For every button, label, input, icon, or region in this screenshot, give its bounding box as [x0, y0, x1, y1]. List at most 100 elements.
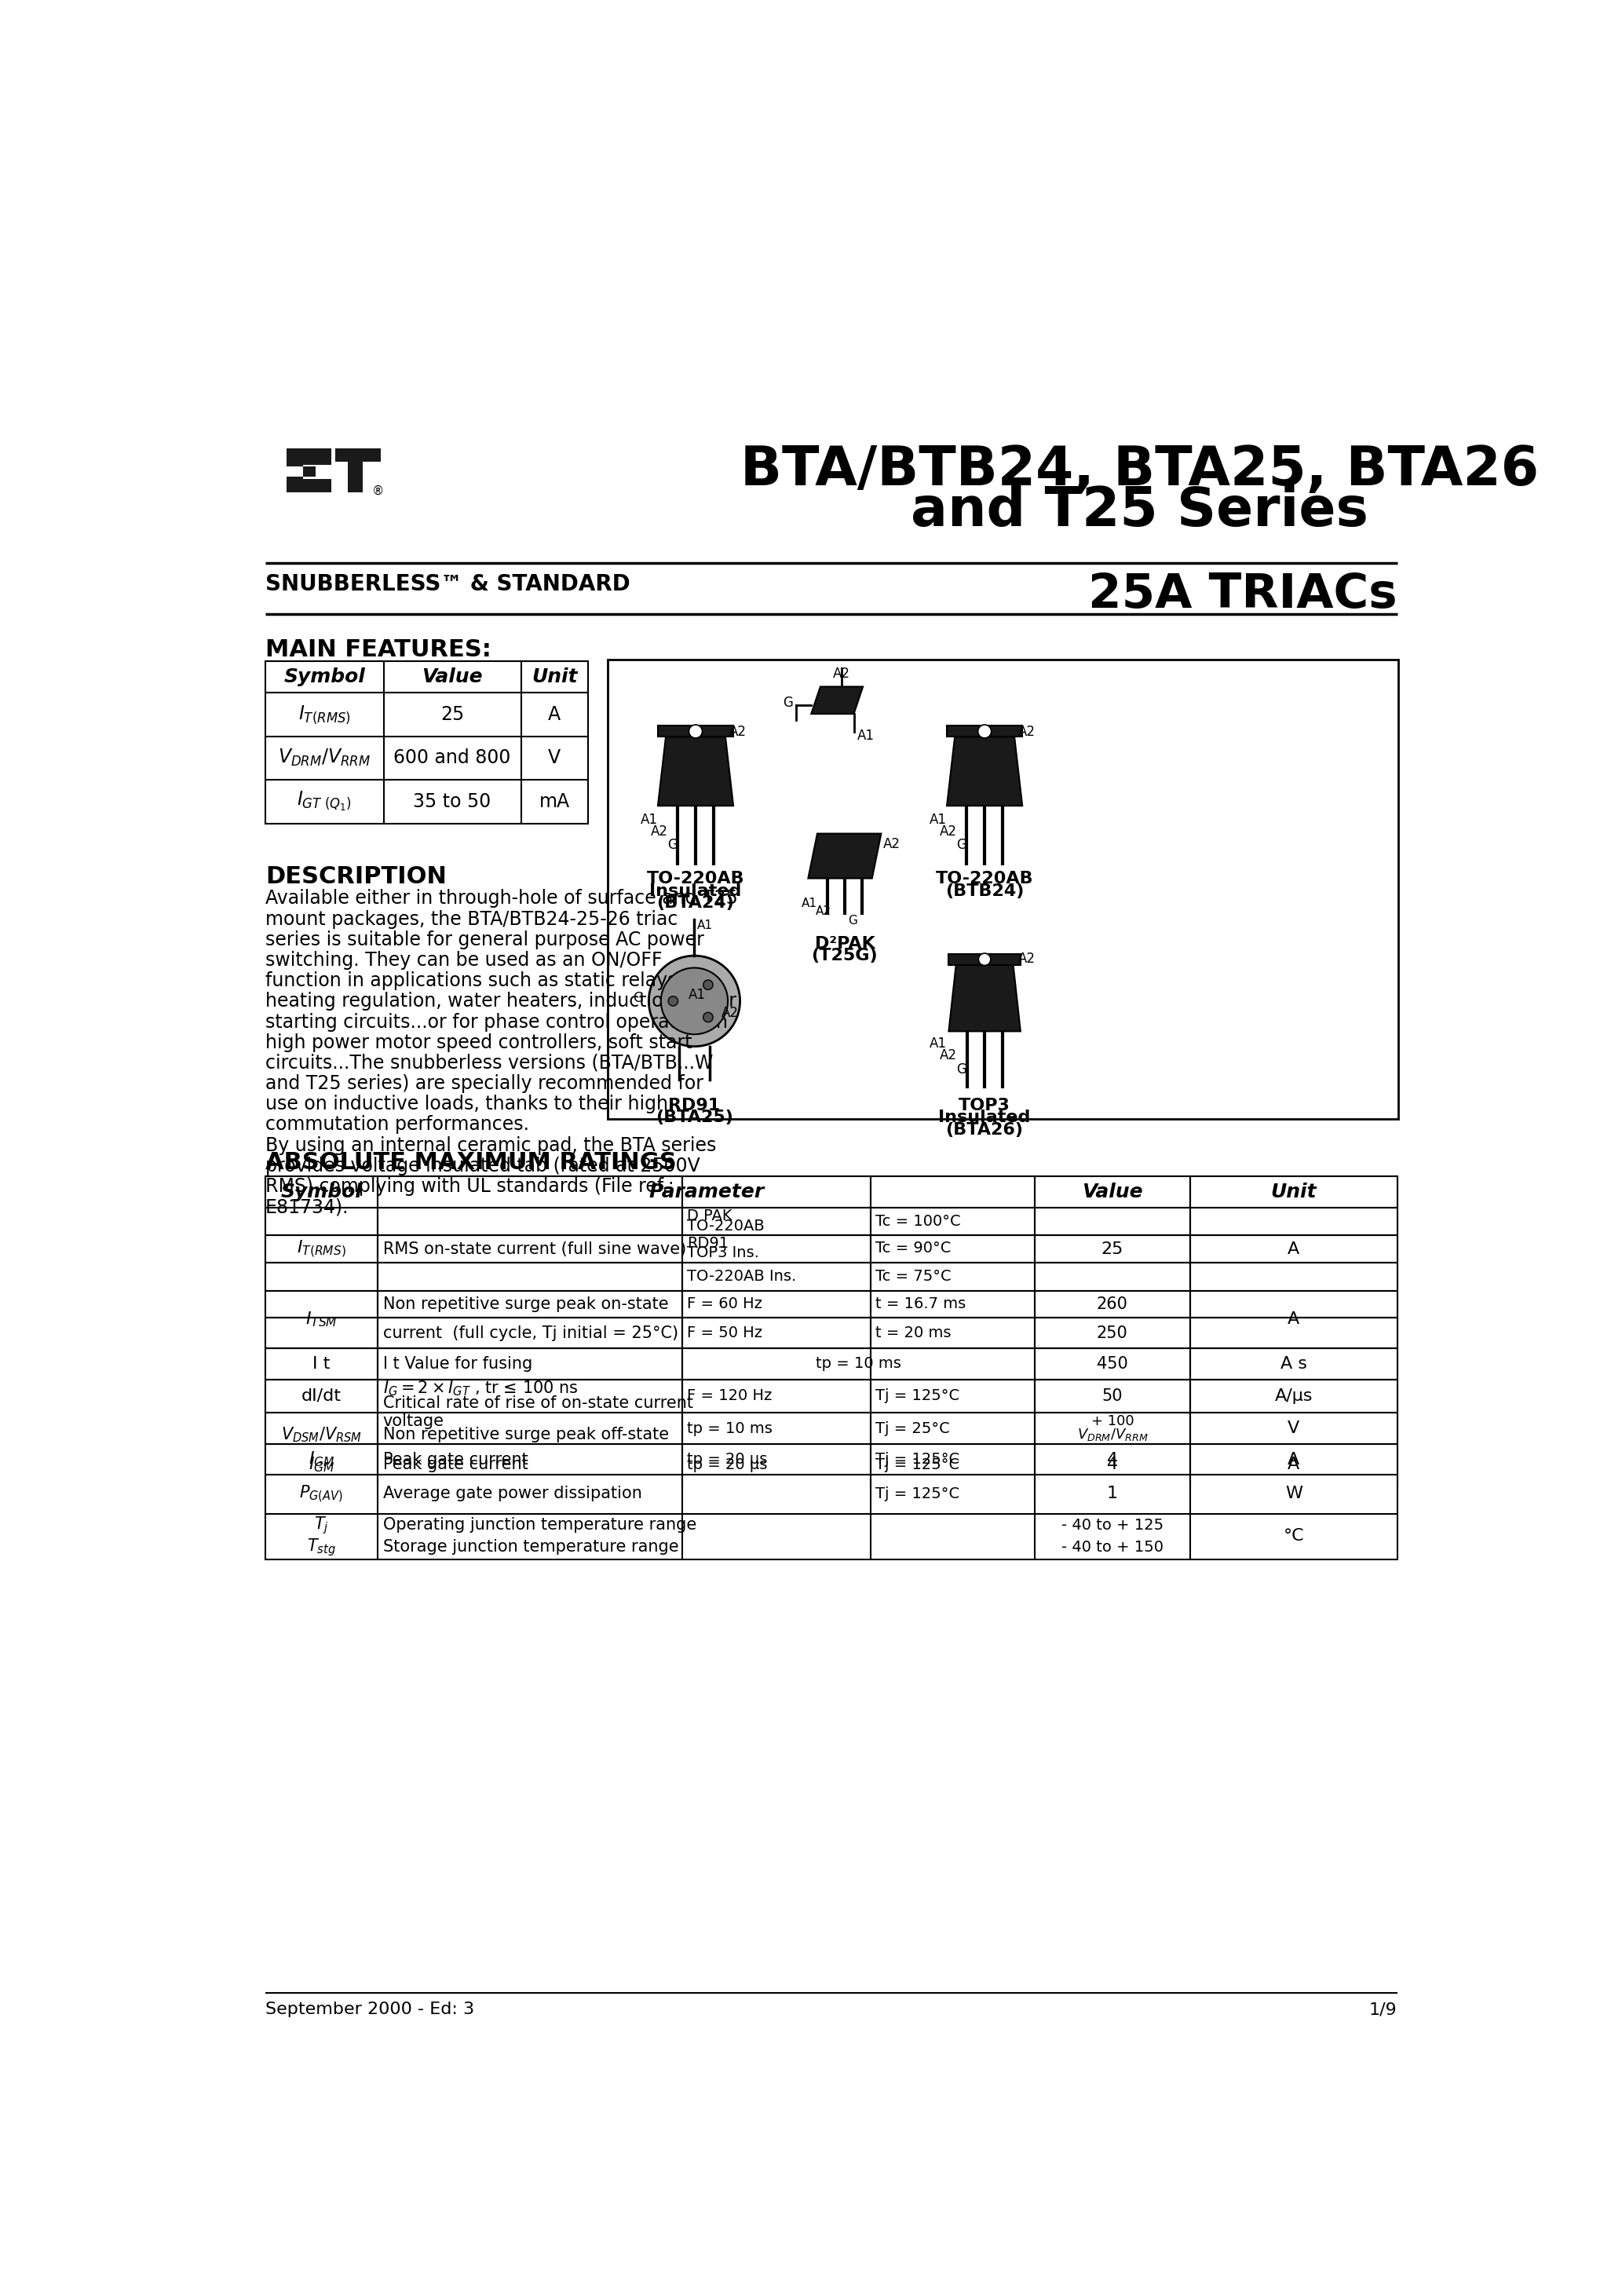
Text: Available either in through-hole of surface and T25: Available either in through-hole of surf…	[266, 889, 738, 907]
Text: 25: 25	[440, 705, 464, 723]
Text: 600 and 800: 600 and 800	[394, 748, 511, 767]
Text: D²PAK: D²PAK	[814, 937, 874, 951]
Text: Average gate power dissipation: Average gate power dissipation	[383, 1486, 642, 1502]
Text: F = 120 Hz: F = 120 Hz	[688, 1389, 772, 1403]
Text: V: V	[548, 748, 561, 767]
Text: I t Value for fusing: I t Value for fusing	[383, 1357, 532, 1371]
Text: starting circuits...or for phase control operation in: starting circuits...or for phase control…	[266, 1013, 728, 1031]
Text: Tc = 100°C: Tc = 100°C	[876, 1215, 960, 1228]
Text: Tj = 125°C: Tj = 125°C	[876, 1389, 960, 1403]
Circle shape	[704, 1013, 714, 1022]
Polygon shape	[811, 687, 863, 714]
Bar	[266, 1176, 1397, 1486]
Text: A: A	[1288, 1451, 1299, 1467]
Text: 25: 25	[1101, 1242, 1124, 1256]
Text: A2: A2	[1019, 726, 1035, 739]
Text: $I_{GM}$: $I_{GM}$	[308, 1456, 334, 1474]
Text: DESCRIPTION: DESCRIPTION	[266, 866, 446, 889]
Text: SNUBBERLESS™ & STANDARD: SNUBBERLESS™ & STANDARD	[266, 574, 631, 595]
Text: A1: A1	[697, 921, 714, 932]
Text: voltage: voltage	[383, 1414, 444, 1428]
Text: A: A	[1288, 1311, 1299, 1327]
Text: I t: I t	[313, 1357, 331, 1371]
Text: (BTA24): (BTA24)	[657, 895, 735, 912]
Text: A2: A2	[816, 905, 832, 918]
Text: $I_{GT\ (Q_1)}$: $I_{GT\ (Q_1)}$	[297, 790, 352, 813]
Text: 4: 4	[1106, 1451, 1118, 1467]
Text: Non repetitive surge peak on-state: Non repetitive surge peak on-state	[383, 1297, 668, 1311]
Text: Unit: Unit	[532, 668, 577, 687]
Text: 50: 50	[1101, 1389, 1122, 1403]
Text: $T_{stg}$: $T_{stg}$	[307, 1536, 336, 1557]
Text: A2: A2	[941, 824, 957, 838]
Text: tp = 10 ms: tp = 10 ms	[816, 1357, 902, 1371]
Text: (BTA25): (BTA25)	[655, 1109, 733, 1125]
Text: provides voltage insulated tab (rated at 2500V: provides voltage insulated tab (rated at…	[266, 1157, 701, 1176]
Text: G: G	[957, 838, 967, 852]
Text: Peak gate current: Peak gate current	[383, 1458, 527, 1472]
Bar	[266, 1176, 1397, 1559]
Text: dI/dt: dI/dt	[302, 1389, 341, 1403]
Text: $I_{TSM}$: $I_{TSM}$	[305, 1309, 337, 1329]
Text: function in applications such as static relays,: function in applications such as static …	[266, 971, 683, 990]
Polygon shape	[659, 737, 733, 806]
Text: TO-220AB: TO-220AB	[647, 870, 744, 886]
Text: A1: A1	[801, 898, 817, 909]
Circle shape	[689, 726, 702, 737]
Text: Tj = 125°C: Tj = 125°C	[876, 1486, 960, 1502]
Text: Value: Value	[422, 668, 483, 687]
Text: RD91: RD91	[668, 1097, 720, 1114]
Text: A2: A2	[882, 836, 900, 852]
Text: Insulated: Insulated	[649, 884, 741, 898]
Text: W: W	[1285, 1486, 1302, 1502]
Text: $P_{G(AV)}$: $P_{G(AV)}$	[300, 1483, 344, 1504]
Polygon shape	[659, 726, 733, 737]
Text: $I_{T(RMS)}$: $I_{T(RMS)}$	[298, 703, 350, 726]
Text: - 40 to + 125: - 40 to + 125	[1061, 1518, 1163, 1534]
Text: TOP3 Ins.: TOP3 Ins.	[688, 1247, 759, 1261]
Polygon shape	[287, 448, 331, 491]
Text: A1: A1	[641, 813, 659, 827]
Text: Operating junction temperature range: Operating junction temperature range	[383, 1518, 696, 1534]
Text: $V_{DSM}/V_{RSM}$: $V_{DSM}/V_{RSM}$	[281, 1426, 362, 1444]
Text: G: G	[633, 992, 642, 1006]
Text: t = 20 ms: t = 20 ms	[876, 1325, 952, 1341]
Text: $I_{GM}$: $I_{GM}$	[308, 1451, 334, 1469]
Text: A/μs: A/μs	[1275, 1389, 1312, 1403]
Text: Tc = 75°C: Tc = 75°C	[876, 1270, 952, 1283]
Text: 35 to 50: 35 to 50	[414, 792, 491, 810]
Text: mA: mA	[539, 792, 569, 810]
Circle shape	[660, 969, 728, 1033]
Text: A2: A2	[941, 1049, 957, 1063]
Text: TO-220AB: TO-220AB	[936, 870, 1033, 886]
Text: Unit: Unit	[1270, 1182, 1317, 1201]
Text: 250: 250	[1096, 1325, 1127, 1341]
Text: A: A	[1288, 1242, 1299, 1256]
Circle shape	[704, 980, 714, 990]
Text: - 40 to + 150: - 40 to + 150	[1061, 1541, 1163, 1554]
Circle shape	[978, 953, 991, 964]
Text: G: G	[783, 696, 793, 709]
Text: BTA/BTB24, BTA25, BTA26: BTA/BTB24, BTA25, BTA26	[741, 443, 1539, 496]
Text: A: A	[548, 705, 561, 723]
Bar	[266, 661, 587, 824]
Text: By using an internal ceramic pad, the BTA series: By using an internal ceramic pad, the BT…	[266, 1137, 717, 1155]
Polygon shape	[336, 448, 381, 491]
Text: and T25 series) are specially recommended for: and T25 series) are specially recommende…	[266, 1075, 704, 1093]
Text: ®: ®	[371, 484, 384, 496]
Text: TO-220AB Ins.: TO-220AB Ins.	[688, 1270, 796, 1283]
Circle shape	[978, 726, 991, 737]
Text: heating regulation, water heaters, induction motor: heating regulation, water heaters, induc…	[266, 992, 736, 1010]
Text: A1: A1	[929, 813, 947, 827]
Text: G: G	[848, 914, 856, 928]
Text: Non repetitive surge peak off-state: Non repetitive surge peak off-state	[383, 1426, 668, 1442]
Polygon shape	[949, 964, 1020, 1031]
Text: current  (full cycle, Tj initial = 25°C): current (full cycle, Tj initial = 25°C)	[383, 1325, 678, 1341]
Text: Critical rate of rise of on-state current: Critical rate of rise of on-state curren…	[383, 1396, 693, 1412]
Text: high power motor speed controllers, soft start: high power motor speed controllers, soft…	[266, 1033, 693, 1052]
Text: 450: 450	[1096, 1357, 1127, 1371]
Text: September 2000 - Ed: 3: September 2000 - Ed: 3	[266, 2002, 474, 2018]
Text: Value: Value	[1082, 1182, 1144, 1201]
Text: $T_j$: $T_j$	[315, 1515, 329, 1536]
Text: Symbol: Symbol	[281, 1182, 362, 1201]
